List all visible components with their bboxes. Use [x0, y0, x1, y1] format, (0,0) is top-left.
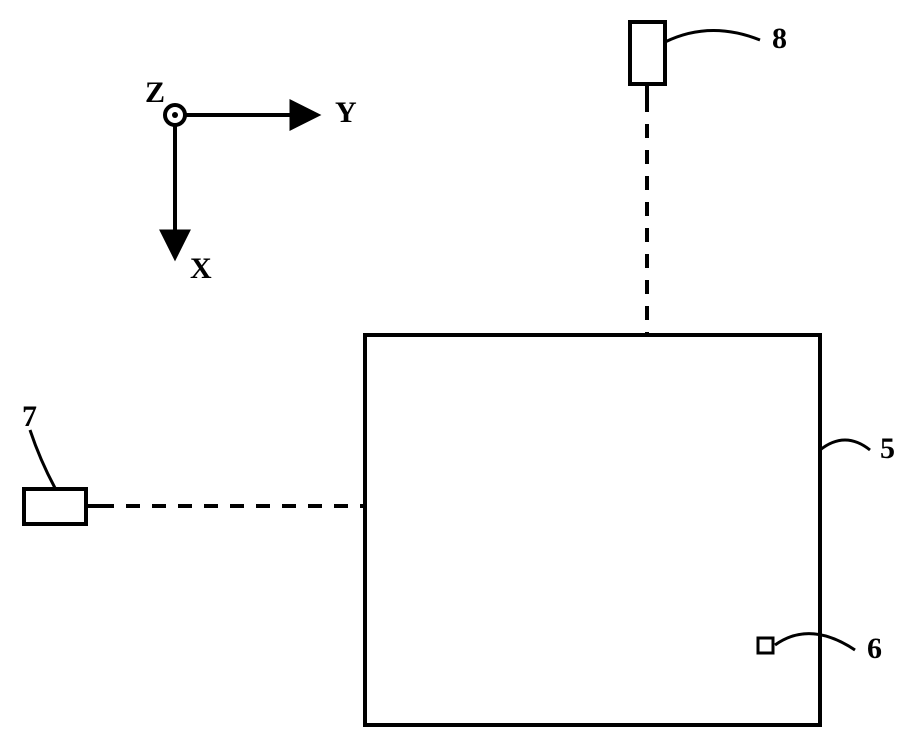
leader-7 — [30, 430, 55, 488]
z-axis-label: Z — [145, 76, 165, 110]
label-5: 5 — [880, 432, 895, 466]
leader-8 — [665, 30, 760, 42]
sensor-7 — [24, 489, 100, 524]
label-8: 8 — [772, 22, 787, 56]
diagram-svg — [0, 0, 916, 738]
main-box — [365, 335, 820, 725]
diagram-canvas: Z Y X 5 6 7 8 — [0, 0, 916, 738]
marker-6 — [758, 638, 773, 653]
leader-6 — [775, 634, 855, 650]
x-axis-label: X — [190, 252, 212, 286]
label-6: 6 — [867, 632, 882, 666]
label-7: 7 — [22, 400, 37, 434]
z-axis-origin-dot — [172, 112, 178, 118]
y-axis-label: Y — [335, 96, 357, 130]
leader-5 — [820, 440, 870, 450]
sensor-8 — [630, 22, 665, 98]
coordinate-axes — [165, 105, 315, 255]
